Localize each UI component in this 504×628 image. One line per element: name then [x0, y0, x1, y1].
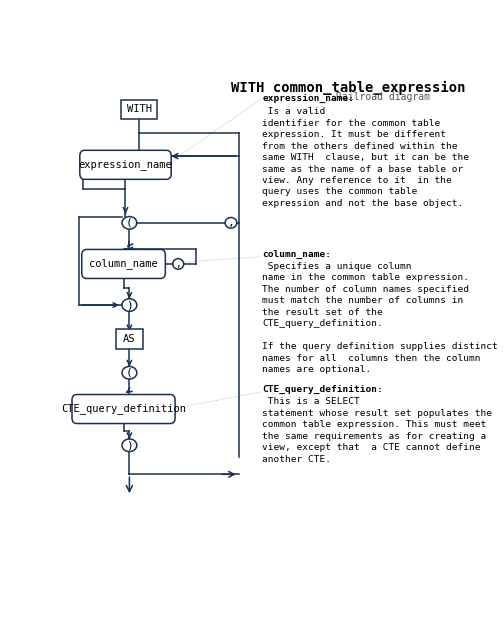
Ellipse shape [122, 367, 137, 379]
Ellipse shape [122, 299, 137, 311]
Ellipse shape [225, 217, 237, 228]
FancyBboxPatch shape [72, 394, 175, 423]
Text: WITH common_table_expression: WITH common_table_expression [231, 80, 465, 95]
Text: This is a SELECT
statement whose result set populates the
common table expressio: This is a SELECT statement whose result … [262, 398, 492, 463]
Text: Is a valid
identifier for the common table
expression. It must be different
from: Is a valid identifier for the common tab… [262, 107, 469, 208]
Text: ): ) [126, 440, 133, 450]
FancyBboxPatch shape [116, 329, 143, 349]
Text: ,: , [175, 259, 181, 269]
Text: (: ( [126, 218, 133, 228]
Text: ,: , [228, 218, 234, 228]
Ellipse shape [122, 439, 137, 452]
Text: CTE_query_definition:: CTE_query_definition: [262, 385, 383, 394]
Text: WITH: WITH [127, 104, 152, 114]
Text: Railroad diagram: Railroad diagram [336, 92, 430, 102]
Ellipse shape [173, 259, 183, 269]
Ellipse shape [122, 217, 137, 229]
FancyBboxPatch shape [82, 249, 165, 278]
Text: CTE_query_definition: CTE_query_definition [61, 404, 186, 414]
Text: AS: AS [123, 334, 136, 344]
Text: Specifies a unique column
name in the common table expression.
The number of col: Specifies a unique column name in the co… [262, 262, 498, 374]
Text: ): ) [126, 300, 133, 310]
Text: column_name:: column_name: [262, 249, 331, 259]
Text: column_name: column_name [89, 259, 158, 269]
Text: (: ( [126, 368, 133, 378]
Text: expression_name:: expression_name: [262, 95, 354, 104]
FancyBboxPatch shape [80, 150, 171, 180]
Text: expression_name: expression_name [79, 160, 172, 170]
FancyBboxPatch shape [121, 99, 157, 119]
